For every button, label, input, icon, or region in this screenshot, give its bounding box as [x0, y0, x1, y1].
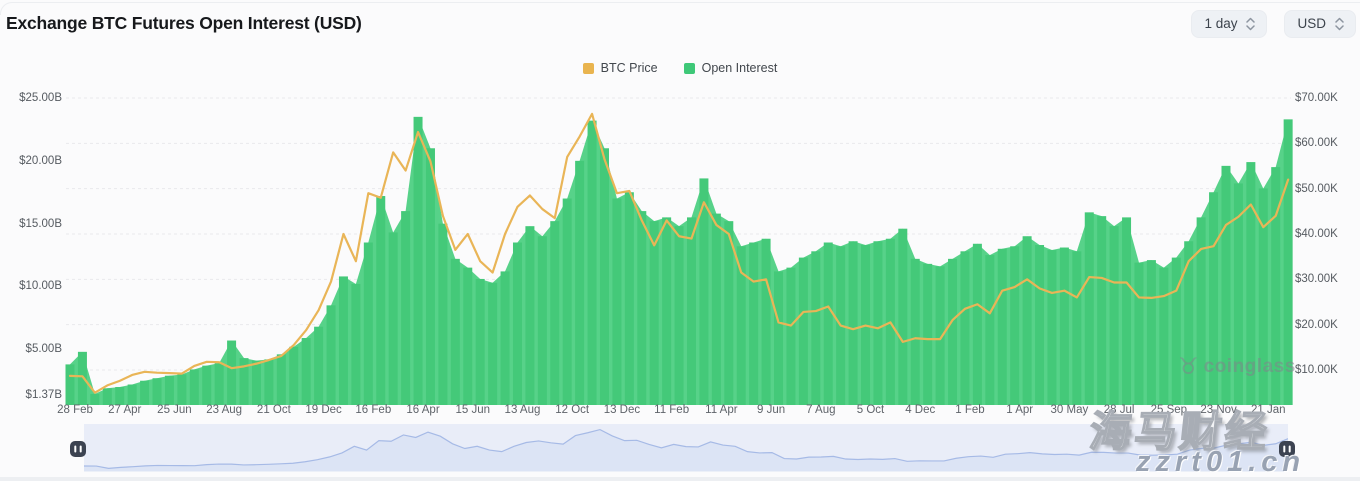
x-axis-tick: 11 Apr [705, 404, 738, 416]
x-axis-tick: 11 Feb [654, 404, 690, 416]
right-axis-tick: $50.00K [1295, 182, 1338, 195]
x-axis-tick: 27 Apr [108, 404, 142, 416]
x-axis-tick: 23 Aug [206, 404, 243, 416]
right-axis-tick: $20.00K [1295, 318, 1338, 331]
x-axis-tick: 16 Feb [355, 404, 392, 416]
x-axis-tick: 15 Jun [455, 404, 491, 416]
x-axis-tick: 21 Oct [256, 404, 291, 416]
bottom-strip [0, 477, 1360, 481]
x-axis-tick: 1 Feb [955, 404, 985, 416]
left-axis-tick: $20.00B [19, 154, 62, 167]
x-axis-tick: 13 Aug [504, 404, 541, 416]
x-axis-tick: 28 Jul [1103, 404, 1135, 416]
chevron-updown-icon [1246, 17, 1256, 31]
x-axis-tick: 21 Jan [1251, 404, 1286, 416]
currency-dropdown[interactable]: USD [1284, 10, 1356, 38]
left-axis-tick: $10.00B [19, 280, 62, 293]
legend-swatch [683, 62, 695, 74]
currency-dropdown-value: USD [1297, 16, 1326, 31]
x-axis-tick: 5 Oct [856, 404, 885, 416]
x-axis-tick: 16 Apr [406, 404, 440, 416]
legend-item[interactable]: Open Interest [683, 61, 778, 75]
right-axis-tick: $30.00K [1295, 273, 1338, 286]
x-axis-tick: 12 Oct [555, 404, 590, 416]
x-axis-tick: 25 Sep [1150, 404, 1188, 416]
x-axis-tick: 23 Nov [1200, 404, 1237, 416]
x-axis-tick: 1 Apr [1006, 404, 1034, 416]
btc-price-line [68, 112, 1290, 394]
right-axis-tick: $70.00K [1295, 92, 1338, 104]
chevron-updown-icon [1335, 17, 1344, 31]
right-axis-tick: $60.00K [1295, 137, 1338, 150]
legend-label: Open Interest [701, 61, 778, 75]
x-axis-tick: 7 Aug [806, 404, 836, 416]
chart-controls: 1 day USD [1191, 10, 1356, 38]
legend-item[interactable]: BTC Price [582, 61, 658, 75]
left-axis-tick: $25.00B [19, 92, 62, 104]
navigator-handle-right[interactable] [1279, 441, 1295, 457]
x-axis-tick: 13 Dec [603, 404, 641, 416]
navigator-line [83, 428, 1289, 469]
left-axis-tick: $1.37B [25, 388, 62, 401]
legend-label: BTC Price [600, 61, 658, 75]
x-axis-tick: 25 Jun [157, 404, 192, 416]
x-axis-tick: 4 Dec [905, 404, 936, 416]
x-axis-tick: 28 Feb [57, 404, 93, 416]
legend-swatch [582, 62, 594, 74]
left-axis-tick: $15.00B [19, 217, 62, 230]
navigator-handle-left[interactable] [70, 441, 86, 457]
page-title: Exchange BTC Futures Open Interest (USD) [6, 13, 362, 33]
x-axis-tick: 19 Dec [305, 404, 342, 416]
right-axis-tick: $40.00K [1295, 227, 1338, 240]
x-axis-tick: 9 Jun [757, 404, 786, 416]
chart-legend: BTC Price Open Interest [0, 61, 1360, 75]
open-interest-bars [65, 116, 1293, 406]
interval-dropdown[interactable]: 1 day [1191, 10, 1268, 38]
x-axis-tick: 30 May [1050, 404, 1089, 416]
navigator-area [84, 429, 1288, 472]
left-axis-tick: $5.00B [25, 343, 62, 356]
right-axis-tick: $10.00K [1295, 363, 1338, 376]
interval-dropdown-value: 1 day [1204, 16, 1238, 31]
